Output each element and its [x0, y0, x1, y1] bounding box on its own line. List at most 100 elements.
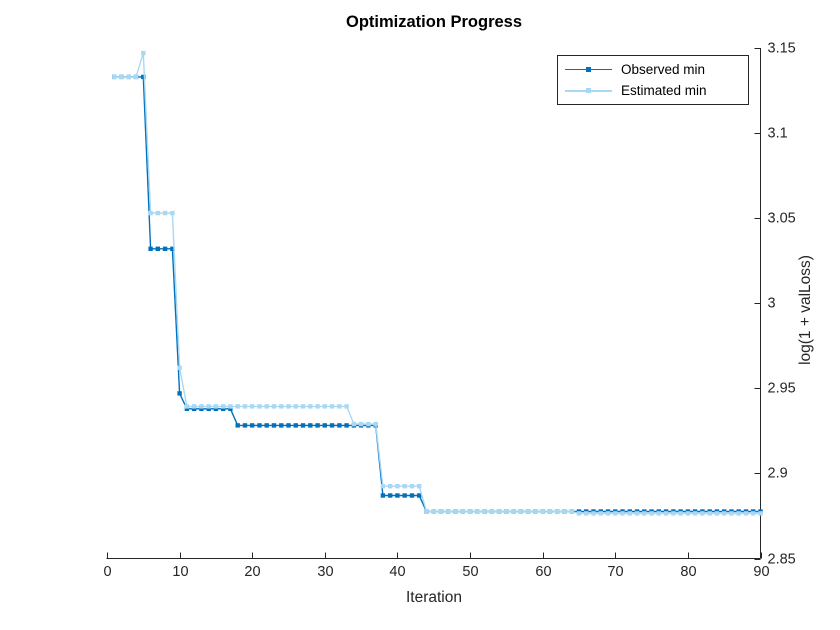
- x-tick-label: 40: [389, 564, 405, 580]
- y-tick-label: 3.05: [768, 211, 796, 227]
- estimated-min-marker: [293, 404, 298, 409]
- estimated-min-marker: [547, 509, 553, 514]
- estimated-min-marker: [642, 511, 647, 516]
- estimated-min-marker: [511, 509, 516, 514]
- observed-min-marker: [322, 423, 327, 428]
- estimated-min-marker: [722, 511, 727, 516]
- estimated-min-marker: [329, 404, 335, 409]
- estimated-min-marker: [576, 511, 582, 516]
- estimated-min-marker: [271, 404, 277, 409]
- estimated-min-marker: [555, 509, 560, 514]
- observed-min-marker: [250, 423, 255, 428]
- legend-entry-estimated: Estimated min: [565, 80, 748, 101]
- estimated-min-marker: [424, 509, 429, 514]
- observed-min-line: [114, 76, 761, 513]
- estimated-min-marker: [656, 511, 661, 516]
- estimated-min-marker: [714, 511, 720, 516]
- estimated-min-marker: [395, 484, 400, 489]
- estimated-min-marker: [707, 511, 712, 516]
- estimated-min-marker: [133, 74, 139, 80]
- observed-min-marker: [170, 246, 175, 251]
- observed-min-marker: [235, 423, 240, 428]
- estimated-min-marker: [126, 74, 131, 80]
- x-tick-label: 50: [462, 564, 478, 580]
- legend-label-estimated: Estimated min: [621, 83, 707, 99]
- estimated-min-marker: [119, 74, 124, 80]
- x-tick-label: 80: [680, 564, 696, 580]
- observed-min-marker: [402, 493, 407, 498]
- y-tick-label: 3.15: [768, 41, 796, 57]
- estimated-min-marker: [155, 210, 160, 216]
- estimated-min-marker: [533, 509, 538, 514]
- estimated-min-marker: [482, 509, 487, 514]
- observed-min-marker: [337, 423, 342, 428]
- estimated-min-marker: [402, 484, 407, 489]
- estimated-min-marker: [496, 509, 502, 514]
- estimated-min-marker: [758, 511, 763, 516]
- estimated-min-marker: [518, 509, 524, 514]
- observed-min-marker: [228, 406, 233, 411]
- estimated-min-marker: [279, 404, 284, 409]
- observed-min-marker: [148, 246, 153, 251]
- estimated-min-marker: [162, 210, 168, 216]
- observed-min-marker: [380, 493, 386, 498]
- estimated-min-marker: [438, 509, 444, 514]
- observed-min-marker: [395, 493, 400, 498]
- estimated-min-marker: [257, 404, 262, 409]
- estimated-min-marker: [417, 484, 422, 489]
- estimated-min-marker: [504, 509, 509, 514]
- estimated-min-marker: [743, 511, 749, 516]
- observed-min-marker: [242, 423, 248, 428]
- observed-min-marker: [409, 493, 415, 498]
- observed-min-marker: [344, 423, 349, 428]
- estimated-min-marker: [460, 509, 465, 514]
- observed-min-marker: [264, 423, 269, 428]
- legend-entry-observed: Observed min: [565, 59, 748, 80]
- estimated-min-marker: [112, 74, 117, 80]
- y-tick-label: 3: [768, 296, 776, 312]
- estimated-min-marker: [620, 511, 625, 516]
- estimated-min-marker: [264, 404, 269, 409]
- observed-min-marker: [279, 423, 284, 428]
- legend-label-observed: Observed min: [621, 61, 706, 77]
- x-tick-label: 70: [607, 564, 623, 580]
- estimated-min-marker: [286, 404, 291, 409]
- estimated-min-marker: [373, 421, 378, 427]
- estimated-min-marker: [649, 511, 654, 516]
- y-tick-label: 3.1: [768, 126, 788, 142]
- estimated-min-marker: [366, 421, 371, 427]
- estimated-min-marker: [634, 511, 640, 516]
- estimated-min-marker: [751, 511, 756, 516]
- estimated-min-marker: [453, 509, 458, 514]
- observed-min-marker: [257, 423, 262, 428]
- estimated-min-marker: [678, 511, 683, 516]
- y-axis-label: log(1 + valLoss): [797, 255, 814, 365]
- x-tick-label: 60: [535, 564, 551, 580]
- observed-min-marker: [388, 493, 393, 498]
- estimated-min-marker: [729, 511, 734, 516]
- observed-min-marker: [141, 74, 146, 80]
- estimated-marker-icon: [586, 88, 591, 94]
- estimated-min-marker: [228, 404, 233, 409]
- estimated-min-swatch: [565, 80, 612, 101]
- estimated-min-marker: [213, 404, 219, 409]
- estimated-min-marker: [540, 509, 545, 514]
- estimated-min-marker: [446, 509, 451, 514]
- observed-min-marker: [315, 423, 320, 428]
- estimated-min-marker: [337, 404, 342, 409]
- estimated-min-marker: [591, 511, 596, 516]
- estimated-min-marker: [431, 509, 436, 514]
- observed-min-marker: [162, 246, 168, 251]
- estimated-min-marker: [300, 404, 306, 409]
- estimated-min-marker: [467, 509, 473, 514]
- observed-min-marker: [206, 406, 211, 411]
- estimated-min-marker: [605, 511, 611, 516]
- estimated-min-marker: [663, 511, 669, 516]
- estimated-min-marker: [191, 404, 197, 409]
- estimated-min-marker: [671, 511, 676, 516]
- observed-min-marker: [329, 423, 335, 428]
- estimated-min-marker: [475, 509, 480, 514]
- observed-min-swatch: [565, 59, 612, 80]
- observed-min-marker: [308, 423, 313, 428]
